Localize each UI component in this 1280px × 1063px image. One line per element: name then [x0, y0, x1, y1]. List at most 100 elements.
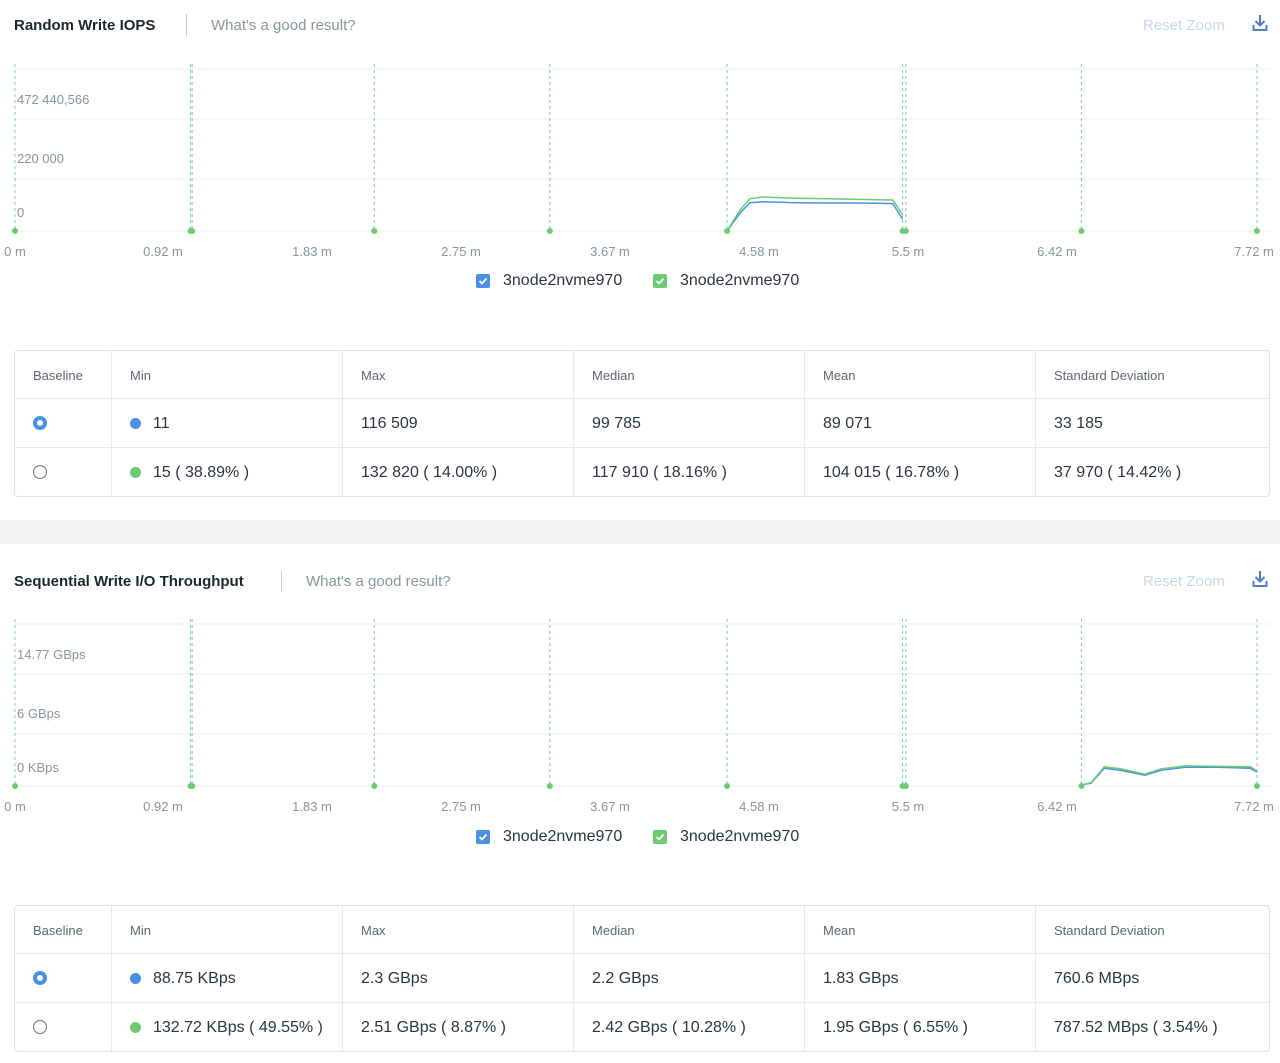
column-header: Min: [130, 923, 151, 938]
random-write-iops-panel: Random Write IOPS What's a good result? …: [0, 0, 1280, 520]
min-value: 11: [153, 415, 170, 432]
panel-title: Sequential Write I/O Throughput: [14, 573, 244, 590]
x-tick-label: 1.83 m: [292, 244, 332, 259]
chart-area[interactable]: 0 220 000 472 440,566 0 m 0.92 m 1.83 m 2.75 m…: [0, 56, 1280, 266]
panel-title: Random Write IOPS: [14, 17, 156, 34]
x-tick-label: 3.67 m: [590, 799, 630, 814]
series-dot: [130, 1022, 141, 1033]
std-value: 37 970 ( 14.42% ): [1054, 464, 1182, 481]
good-result-link[interactable]: What's a good result?: [306, 573, 451, 590]
x-tick-label: 5.5 m: [892, 799, 925, 814]
marker-dot: [371, 228, 378, 234]
table-row: 88.75 KBps 2.3 GBps 2.2 GBps 1.83 GBps 7…: [15, 954, 1269, 1003]
max-value: 116 509: [361, 415, 418, 432]
column-header: Max: [361, 923, 386, 938]
column-header: Max: [361, 368, 386, 383]
marker-dot: [902, 228, 909, 234]
baseline-radio[interactable]: [33, 416, 47, 430]
column-header: Baseline: [33, 368, 83, 383]
check-icon: [478, 277, 488, 285]
series-dot: [130, 418, 141, 429]
y-tick-label: 0 KBps: [17, 760, 59, 775]
table-row: 11 116 509 99 785 89 071 33 185: [15, 399, 1269, 448]
baseline-radio[interactable]: [33, 465, 47, 479]
y-tick-label: 220 000: [17, 151, 64, 166]
download-button[interactable]: [1252, 570, 1272, 592]
x-tick-label: 6.42 m: [1037, 799, 1077, 814]
good-result-link[interactable]: What's a good result?: [211, 17, 356, 34]
baseline-radio[interactable]: [33, 1020, 47, 1034]
table-row: 132.72 KBps ( 49.55% ) 2.51 GBps ( 8.87%…: [15, 1003, 1269, 1051]
check-icon: [655, 277, 665, 285]
sequential-write-throughput-panel: Sequential Write I/O Throughput What's a…: [0, 544, 1280, 1063]
legend-label: 3node2nvme970: [680, 272, 800, 289]
marker-dot: [902, 783, 909, 789]
min-value: 15 ( 38.89% ): [153, 464, 250, 481]
x-tick-label: 6.42 m: [1037, 244, 1077, 259]
check-icon: [655, 833, 665, 841]
panel-header: Sequential Write I/O Throughput What's a…: [0, 544, 1280, 596]
legend-label: 3node2nvme970: [680, 828, 800, 845]
stats-table: Baseline Min Max Median Mean Standard De…: [14, 905, 1270, 1052]
legend-label: 3node2nvme970: [503, 272, 623, 289]
legend-checkbox[interactable]: [476, 274, 490, 288]
mean-value: 104 015 ( 16.78% ): [823, 464, 960, 481]
chart-legend: 3node2nvme970 3node2nvme970: [0, 272, 1280, 294]
marker-dot: [371, 783, 378, 789]
x-tick-label: 4.58 m: [739, 799, 779, 814]
series-line: [726, 201, 904, 232]
marker-dot: [1078, 228, 1085, 234]
column-header: Mean: [823, 368, 856, 383]
legend-checkbox[interactable]: [653, 274, 667, 288]
column-header: Baseline: [33, 923, 83, 938]
legend-checkbox[interactable]: [476, 830, 490, 844]
marker-dot: [1253, 228, 1260, 234]
throughput-line-chart[interactable]: 0 KBps 6 GBps 14.77 GBps 0 m 0.92 m 1.83 m 2.7…: [0, 611, 1280, 821]
median-value: 2.2 GBps: [592, 970, 659, 987]
column-header: Mean: [823, 923, 856, 938]
series-line: [1081, 765, 1258, 786]
series-dot: [130, 467, 141, 478]
y-tick-label: 14.77 GBps: [17, 647, 86, 662]
marker-dot: [12, 228, 18, 234]
x-tick-label: 0.92 m: [143, 799, 183, 814]
median-value: 117 910 ( 18.16% ): [592, 464, 727, 481]
x-tick-label: 4.58 m: [739, 244, 779, 259]
table-header-row: Baseline Min Max Median Mean Standard De…: [15, 906, 1269, 954]
std-value: 33 185: [1054, 415, 1103, 432]
column-header: Standard Deviation: [1054, 368, 1165, 383]
header-separator: [281, 570, 282, 592]
x-tick-label: 1.83 m: [292, 799, 332, 814]
baseline-radio[interactable]: [33, 971, 47, 985]
marker-dot: [724, 783, 731, 789]
max-value: 132 820 ( 14.00% ): [361, 464, 498, 481]
x-tick-label: 7.72 m: [1234, 799, 1274, 814]
x-tick-label: 5.5 m: [892, 244, 925, 259]
iops-line-chart[interactable]: 0 220 000 472 440,566 0 m 0.92 m 1.83 m 2.75 m…: [0, 56, 1280, 266]
series-line: [1081, 766, 1258, 786]
mean-value: 1.83 GBps: [823, 970, 899, 987]
header-separator: [186, 14, 187, 36]
max-value: 2.51 GBps ( 8.87% ): [361, 1019, 506, 1036]
column-header: Median: [592, 368, 635, 383]
series-line: [726, 196, 904, 232]
table-header-row: Baseline Min Max Median Mean Standard De…: [15, 351, 1269, 399]
download-icon: [1252, 571, 1268, 587]
table-row: 15 ( 38.89% ) 132 820 ( 14.00% ) 117 910…: [15, 448, 1269, 496]
median-value: 99 785: [592, 415, 641, 432]
column-header: Median: [592, 923, 635, 938]
marker-dot: [546, 228, 553, 234]
x-tick-label: 0 m: [4, 799, 26, 814]
panel-header: Random Write IOPS What's a good result? …: [0, 0, 1280, 52]
chart-area[interactable]: 0 KBps 6 GBps 14.77 GBps 0 m 0.92 m 1.83 m 2.7…: [0, 611, 1280, 821]
chart-legend: 3node2nvme970 3node2nvme970: [0, 828, 1280, 850]
download-button[interactable]: [1252, 14, 1272, 36]
legend-checkbox[interactable]: [653, 830, 667, 844]
column-header: Min: [130, 368, 151, 383]
std-value: 787.52 MBps ( 3.54% ): [1054, 1019, 1218, 1036]
reset-zoom-button[interactable]: Reset Zoom: [1143, 573, 1225, 590]
reset-zoom-button[interactable]: Reset Zoom: [1143, 17, 1225, 34]
check-icon: [478, 833, 488, 841]
download-icon: [1252, 15, 1268, 31]
x-tick-label: 3.67 m: [590, 244, 630, 259]
